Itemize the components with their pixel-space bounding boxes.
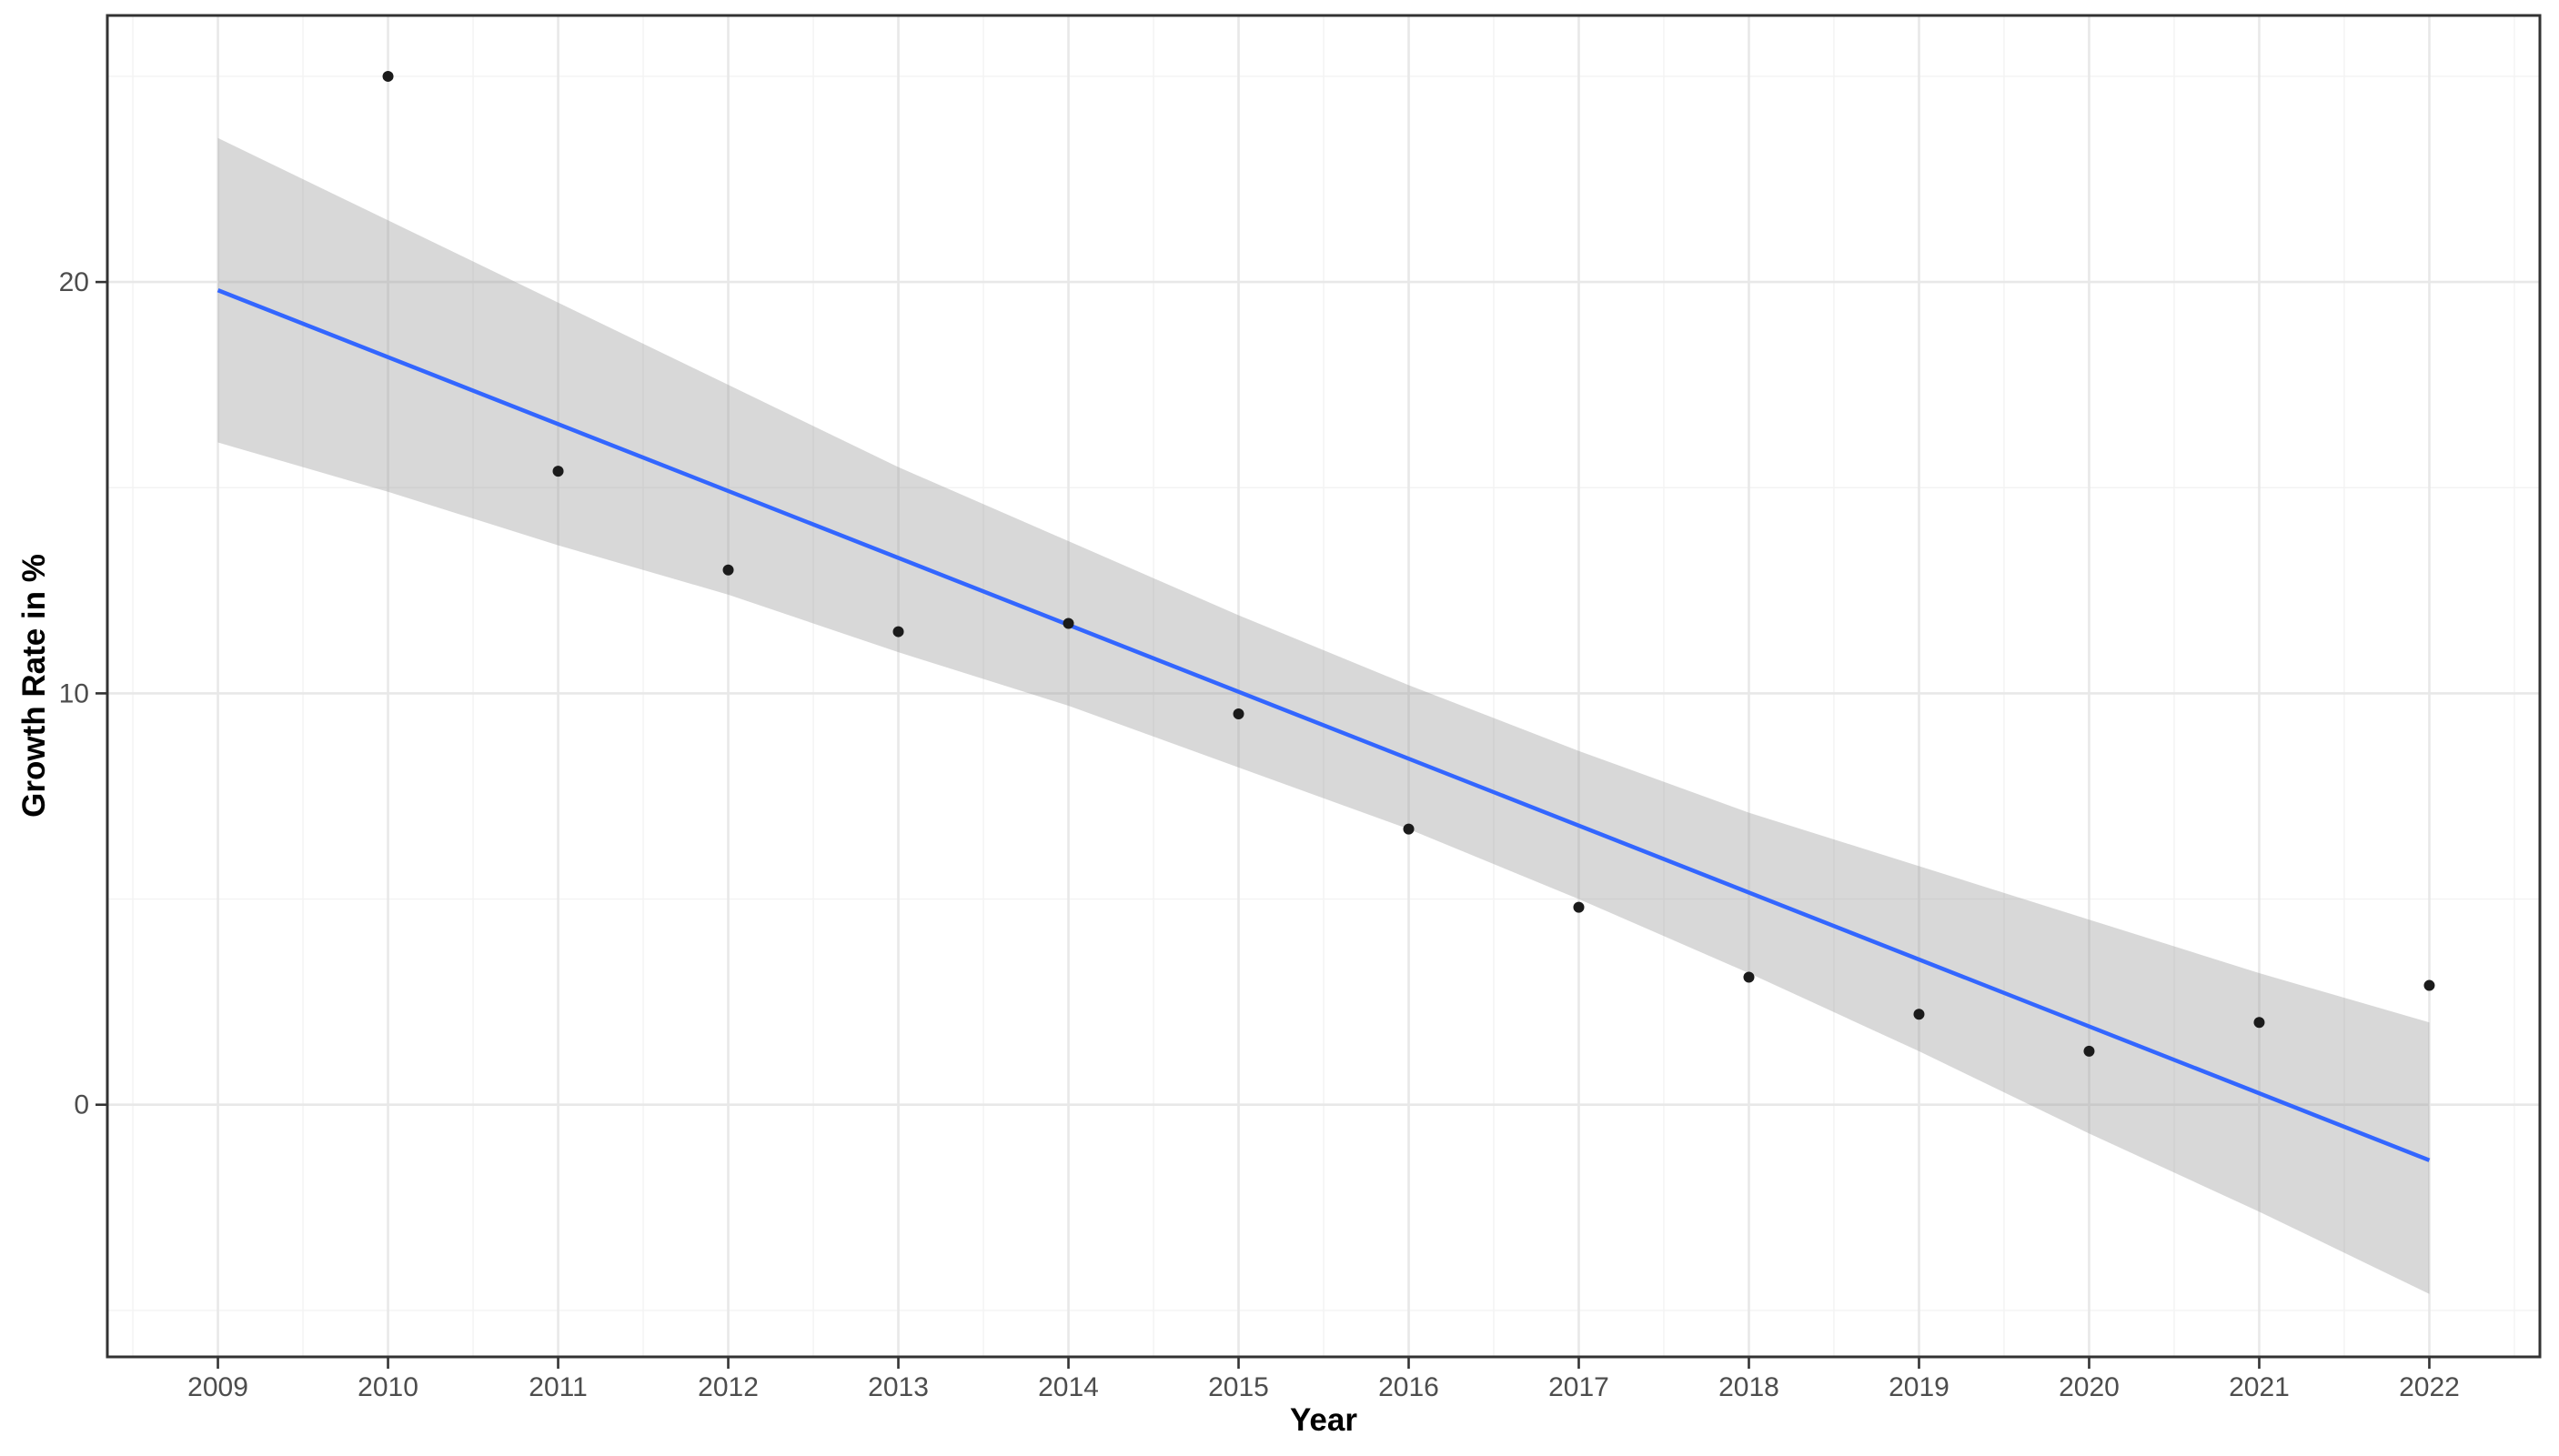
confidence-band — [217, 137, 2430, 1294]
data-point — [1403, 823, 1415, 835]
data-point — [892, 626, 904, 638]
x-tick-label: 2015 — [1208, 1372, 1269, 1402]
data-point — [2253, 1017, 2265, 1029]
data-point — [2083, 1045, 2095, 1057]
y-tick-label: 20 — [59, 267, 89, 297]
x-tick-label: 2022 — [2399, 1372, 2460, 1402]
x-tick-label: 2010 — [358, 1372, 418, 1402]
regression-line — [217, 288, 2431, 1162]
data-point — [1743, 971, 1755, 983]
y-tick-label: 0 — [74, 1090, 89, 1120]
x-tick-label: 2021 — [2229, 1372, 2290, 1402]
x-tick-label: 2011 — [529, 1372, 588, 1402]
y-axis-title: Growth Rate in % — [16, 554, 52, 818]
data-point — [552, 466, 564, 477]
data-point — [1233, 708, 1244, 720]
panel-border — [106, 14, 2542, 1359]
x-tick-label: 2012 — [698, 1372, 759, 1402]
x-tick-label: 2018 — [1718, 1372, 1779, 1402]
x-axis-title: Year — [1290, 1402, 1357, 1438]
x-tick-label: 2014 — [1038, 1372, 1099, 1402]
data-point — [2423, 979, 2435, 991]
data-point — [1573, 901, 1585, 913]
x-tick-label: 2016 — [1378, 1372, 1439, 1402]
x-tick-label: 2017 — [1548, 1372, 1609, 1402]
data-point — [1913, 1009, 1925, 1020]
x-tick-label: 2020 — [2059, 1372, 2120, 1402]
x-tick-label: 2009 — [187, 1372, 248, 1402]
x-tick-label: 2013 — [868, 1372, 929, 1402]
data-point — [722, 564, 734, 576]
x-tick-label: 2019 — [1889, 1372, 1949, 1402]
data-point — [382, 70, 394, 82]
y-tick-label: 10 — [59, 678, 89, 708]
data-point — [1063, 618, 1074, 629]
